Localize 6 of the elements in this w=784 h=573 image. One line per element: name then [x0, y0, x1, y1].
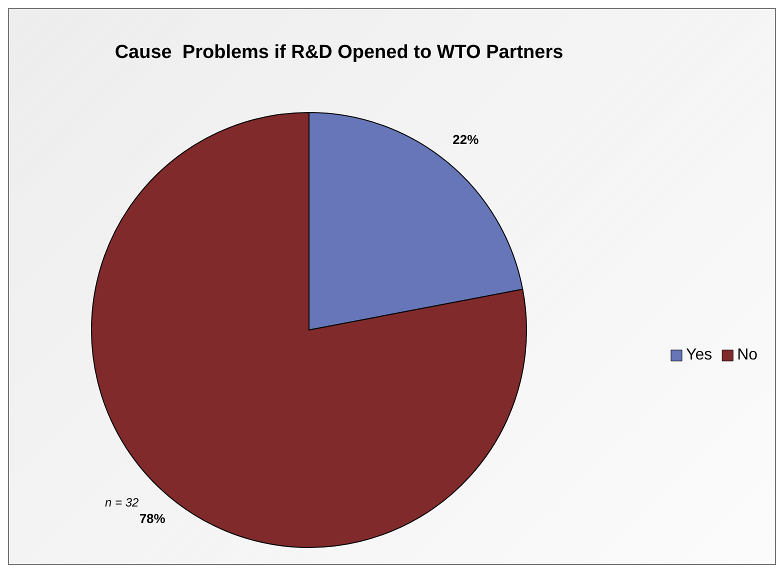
- legend-label: No: [737, 346, 758, 364]
- data-label: 78%: [139, 510, 166, 526]
- chart-title: Cause Problems if R&D Opened to WTO Partners: [114, 42, 564, 64]
- data-label: 22%: [452, 132, 480, 148]
- legend-label: Yes: [686, 346, 712, 364]
- text: n = 32: [105, 495, 140, 510]
